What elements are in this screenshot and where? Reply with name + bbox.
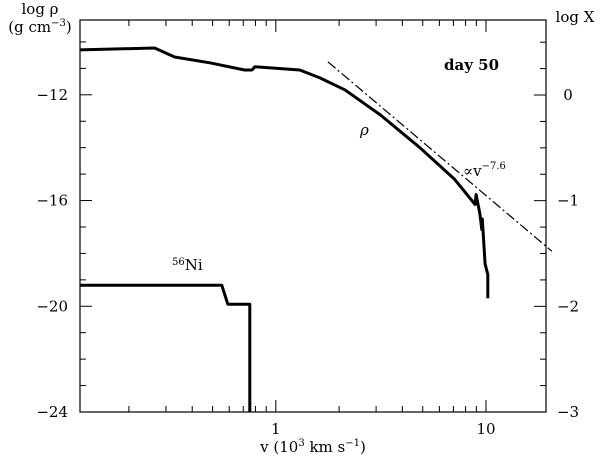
annotation: 56Ni — [172, 256, 203, 274]
y2-tick-label: −1 — [557, 192, 579, 210]
y-tick-label: −24 — [36, 403, 68, 421]
y-tick-label: −12 — [36, 86, 68, 104]
y-label-unit: (g cm−3) — [8, 18, 71, 36]
y-tick-label: −16 — [36, 192, 68, 210]
plot-frame — [79, 19, 547, 413]
x-tick-label: 1 — [271, 420, 281, 438]
y-tick-label: −20 — [36, 297, 68, 315]
data-line — [80, 283, 252, 412]
y2-tick-label: −3 — [557, 403, 579, 421]
fit-line — [327, 61, 553, 252]
x-label: v (103 km s−1) — [259, 438, 366, 456]
x-tick-label: 10 — [476, 420, 495, 438]
y-label: log ρ — [21, 0, 58, 18]
annotation: day 50 — [444, 56, 499, 74]
y2-tick-label: 0 — [563, 86, 573, 104]
data-line — [79, 46, 490, 299]
annotation: ρ — [359, 121, 369, 139]
y2-label: log X — [556, 8, 595, 26]
annotation: ∝v−7.6 — [463, 161, 506, 180]
y2-tick-label: −2 — [557, 297, 579, 315]
